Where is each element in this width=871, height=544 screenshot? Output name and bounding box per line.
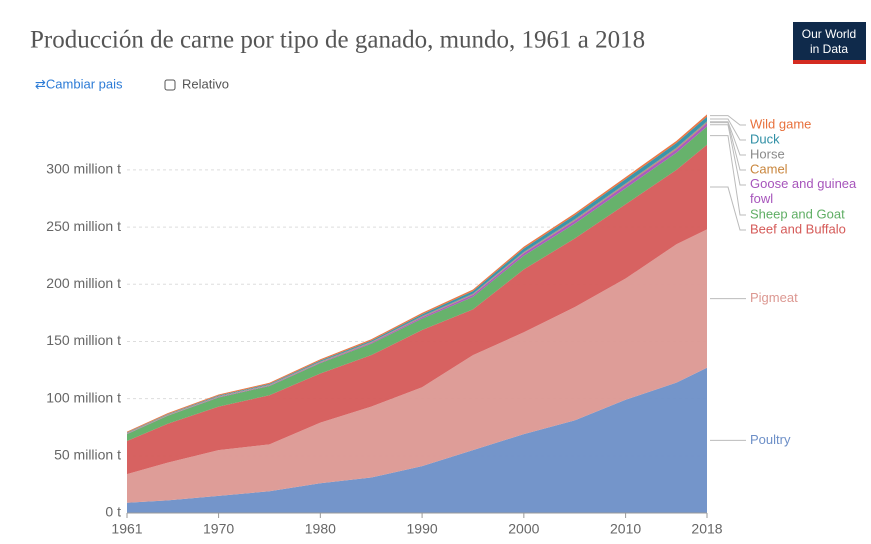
y-tick-label: 0 t (105, 504, 121, 520)
leader-line (710, 121, 746, 156)
leader-line (710, 124, 746, 186)
legend-label: Beef and Buffalo (750, 221, 846, 236)
checkbox[interactable] (164, 79, 176, 91)
leader-line (710, 186, 746, 231)
legend-label: Sheep and Goat (750, 206, 845, 221)
legend-label: Duck (750, 131, 780, 146)
legend-label: Poultry (750, 432, 791, 447)
leader-line (710, 135, 746, 216)
logo-bar (793, 60, 866, 64)
leader-line (710, 118, 746, 141)
y-tick-label: 50 million t (54, 447, 121, 463)
x-tick-label: 1970 (203, 521, 234, 537)
change-country[interactable]: ⇄Cambiar pais (35, 76, 123, 91)
y-tick-label: 300 million t (46, 161, 121, 177)
y-tick-label: 200 million t (46, 275, 121, 291)
x-tick-label: 2000 (508, 521, 539, 537)
x-tick-label: 1990 (407, 521, 438, 537)
legend-label: Camel (750, 161, 788, 176)
relative-label[interactable]: Relativo (182, 76, 229, 91)
x-tick-label: 2018 (691, 521, 722, 537)
legend-label: Horse (750, 146, 785, 161)
y-tick-label: 250 million t (46, 218, 121, 234)
legend-label: Pigmeat (750, 290, 798, 305)
leader-line (710, 115, 746, 126)
area (127, 229, 707, 503)
chart-title: Producción de carne por tipo de ganado, … (30, 27, 645, 54)
area (127, 144, 707, 475)
x-tick-label: 1980 (305, 521, 336, 537)
legend-label: Goose and guinea fowl (750, 176, 860, 206)
x-tick-label: 2010 (610, 521, 641, 537)
logo-text: in Data (810, 42, 848, 56)
logo-text: Our World (802, 27, 856, 41)
y-tick-label: 150 million t (46, 332, 121, 348)
legend-label: Wild game (750, 116, 811, 131)
logo (793, 22, 866, 64)
leader-line (710, 122, 746, 171)
y-tick-label: 100 million t (46, 389, 121, 405)
area (127, 367, 707, 513)
x-tick-label: 1961 (111, 521, 142, 537)
